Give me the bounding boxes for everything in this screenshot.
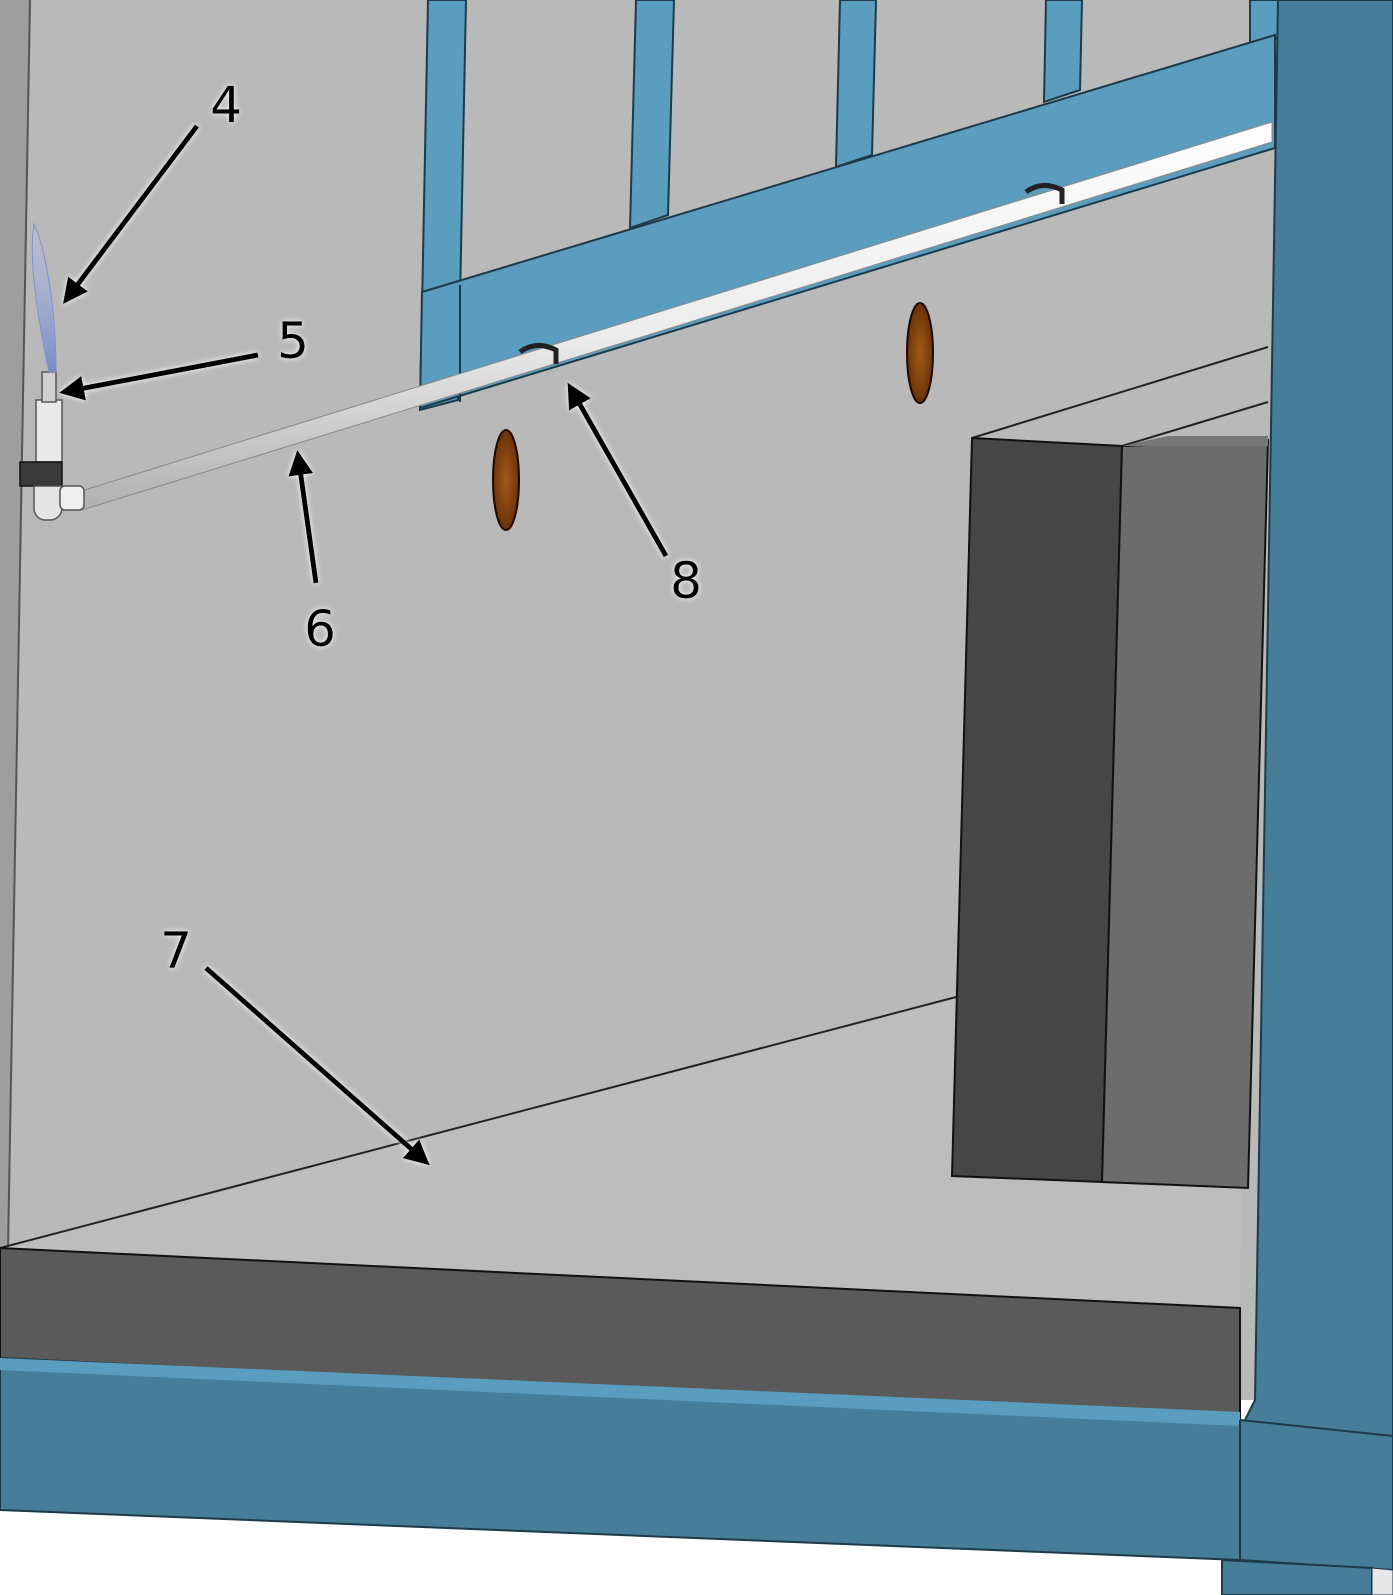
upper-frame [418, 0, 1279, 412]
arrow-7 [204, 966, 430, 1166]
arrow-4 [62, 124, 199, 304]
callout-labels: 4 5 6 7 8 [160, 76, 702, 980]
column-foot [1221, 1558, 1373, 1595]
callout-4-label: 4 [210, 76, 242, 134]
callout-6-label: 6 [304, 600, 336, 658]
callout-7-label: 7 [160, 922, 192, 980]
left-wall-edge-line [7, 0, 31, 1251]
callout-arrows [59, 124, 669, 1166]
left-wall-edge [0, 0, 30, 1250]
callout-5-label: 5 [277, 312, 309, 370]
nozzle-assembly [19, 371, 85, 521]
mid-block [1100, 438, 1270, 1190]
dark-block [950, 436, 1124, 1184]
arrow-6 [288, 450, 319, 584]
arrow-5 [59, 352, 259, 401]
arrow-8 [567, 382, 669, 558]
callout-8-label: 8 [670, 552, 702, 610]
wall-hole-right [906, 302, 934, 404]
spray-plume [31, 222, 57, 373]
wall-hole-left [492, 429, 520, 531]
floor [0, 996, 1242, 1308]
